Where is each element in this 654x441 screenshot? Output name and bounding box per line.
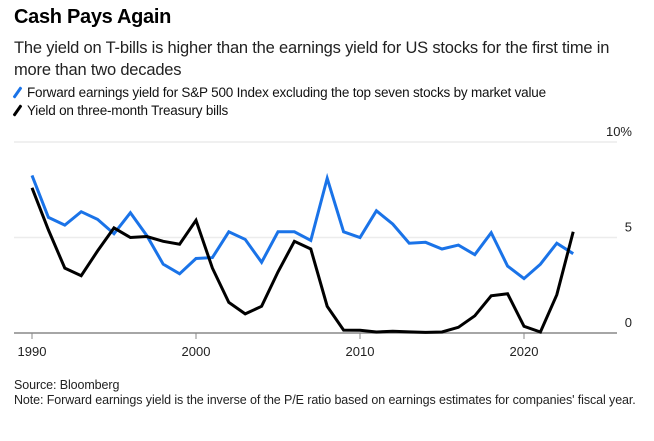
footnote: Note: Forward earnings yield is the inve… bbox=[14, 393, 636, 407]
legend-label: Yield on three-month Treasury bills bbox=[27, 103, 229, 118]
x-tick-label: 2000 bbox=[182, 344, 211, 359]
x-tick-label: 2020 bbox=[510, 344, 539, 359]
series-line-tbill-yield bbox=[30, 187, 575, 334]
y-tick-label: 0 bbox=[625, 315, 632, 330]
legend-item-earnings-yield: Forward earnings yield for S&P 500 Index… bbox=[12, 85, 546, 100]
chart-subtitle: The yield on T-bills is higher than the … bbox=[14, 39, 610, 79]
legend-item-tbill-yield: Yield on three-month Treasury bills bbox=[12, 103, 228, 118]
chart-title: Cash Pays Again bbox=[14, 6, 172, 28]
series-line-earnings-yield bbox=[30, 172, 575, 281]
legend-label: Forward earnings yield for S&P 500 Index… bbox=[27, 85, 546, 100]
source-note: Source: Bloomberg bbox=[14, 378, 120, 392]
y-tick-label: 10% bbox=[606, 124, 632, 139]
x-tick-label: 2010 bbox=[346, 344, 375, 359]
x-tick-label: 1990 bbox=[18, 344, 47, 359]
y-tick-label: 5 bbox=[625, 220, 632, 235]
